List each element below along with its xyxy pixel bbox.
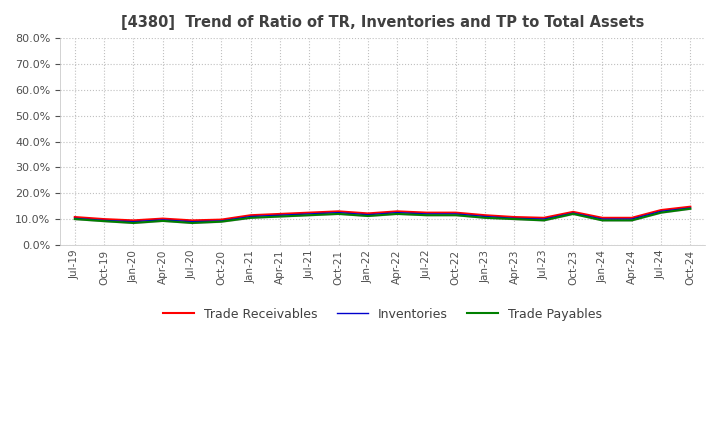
Trade Receivables [217, 217, 225, 222]
Trade Payables [158, 218, 167, 224]
Trade Payables [657, 210, 665, 215]
Legend: Trade Receivables, Inventories, Trade Payables: Trade Receivables, Inventories, Trade Pa… [158, 303, 607, 326]
Trade Receivables [422, 210, 431, 215]
Trade Receivables [598, 215, 607, 220]
Inventories [364, 212, 372, 217]
Trade Payables [686, 206, 695, 211]
Trade Receivables [129, 218, 138, 223]
Trade Payables [129, 220, 138, 226]
Trade Payables [334, 211, 343, 216]
Inventories [627, 216, 636, 222]
Trade Receivables [188, 218, 197, 223]
Trade Payables [71, 216, 79, 222]
Trade Payables [598, 218, 607, 223]
Trade Receivables [510, 214, 519, 220]
Line: Trade Receivables: Trade Receivables [75, 207, 690, 220]
Inventories [539, 216, 548, 222]
Trade Payables [305, 213, 314, 218]
Trade Payables [246, 215, 255, 220]
Trade Payables [393, 211, 402, 216]
Inventories [246, 214, 255, 219]
Trade Receivables [364, 211, 372, 216]
Trade Payables [481, 215, 490, 220]
Trade Payables [510, 216, 519, 222]
Inventories [569, 210, 577, 216]
Trade Payables [627, 218, 636, 223]
Trade Receivables [627, 215, 636, 220]
Trade Receivables [334, 209, 343, 214]
Trade Payables [100, 219, 109, 224]
Trade Receivables [686, 204, 695, 209]
Trade Payables [217, 219, 225, 224]
Trade Receivables [276, 211, 284, 216]
Trade Receivables [100, 216, 109, 222]
Inventories [510, 216, 519, 221]
Trade Receivables [393, 209, 402, 214]
Line: Inventories: Inventories [75, 208, 690, 222]
Trade Receivables [481, 213, 490, 218]
Inventories [100, 218, 109, 223]
Inventories [481, 214, 490, 219]
Trade Payables [422, 213, 431, 218]
Trade Receivables [451, 210, 460, 215]
Inventories [657, 209, 665, 214]
Trade Payables [569, 211, 577, 216]
Trade Payables [451, 213, 460, 218]
Inventories [276, 213, 284, 218]
Trade Payables [364, 213, 372, 219]
Trade Receivables [305, 210, 314, 215]
Trade Receivables [246, 213, 255, 218]
Trade Receivables [71, 214, 79, 220]
Inventories [422, 211, 431, 216]
Trade Receivables [158, 216, 167, 221]
Trade Receivables [539, 215, 548, 220]
Inventories [334, 210, 343, 215]
Inventories [217, 218, 225, 224]
Trade Payables [539, 218, 548, 223]
Inventories [686, 205, 695, 211]
Line: Trade Payables: Trade Payables [75, 209, 690, 223]
Trade Receivables [657, 207, 665, 213]
Inventories [188, 219, 197, 224]
Title: [4380]  Trend of Ratio of TR, Inventories and TP to Total Assets: [4380] Trend of Ratio of TR, Inventories… [121, 15, 644, 30]
Trade Receivables [569, 209, 577, 214]
Inventories [598, 216, 607, 222]
Trade Payables [276, 214, 284, 219]
Inventories [129, 219, 138, 224]
Inventories [393, 210, 402, 215]
Trade Payables [188, 220, 197, 226]
Inventories [451, 211, 460, 216]
Inventories [158, 217, 167, 223]
Inventories [71, 216, 79, 221]
Inventories [305, 211, 314, 216]
